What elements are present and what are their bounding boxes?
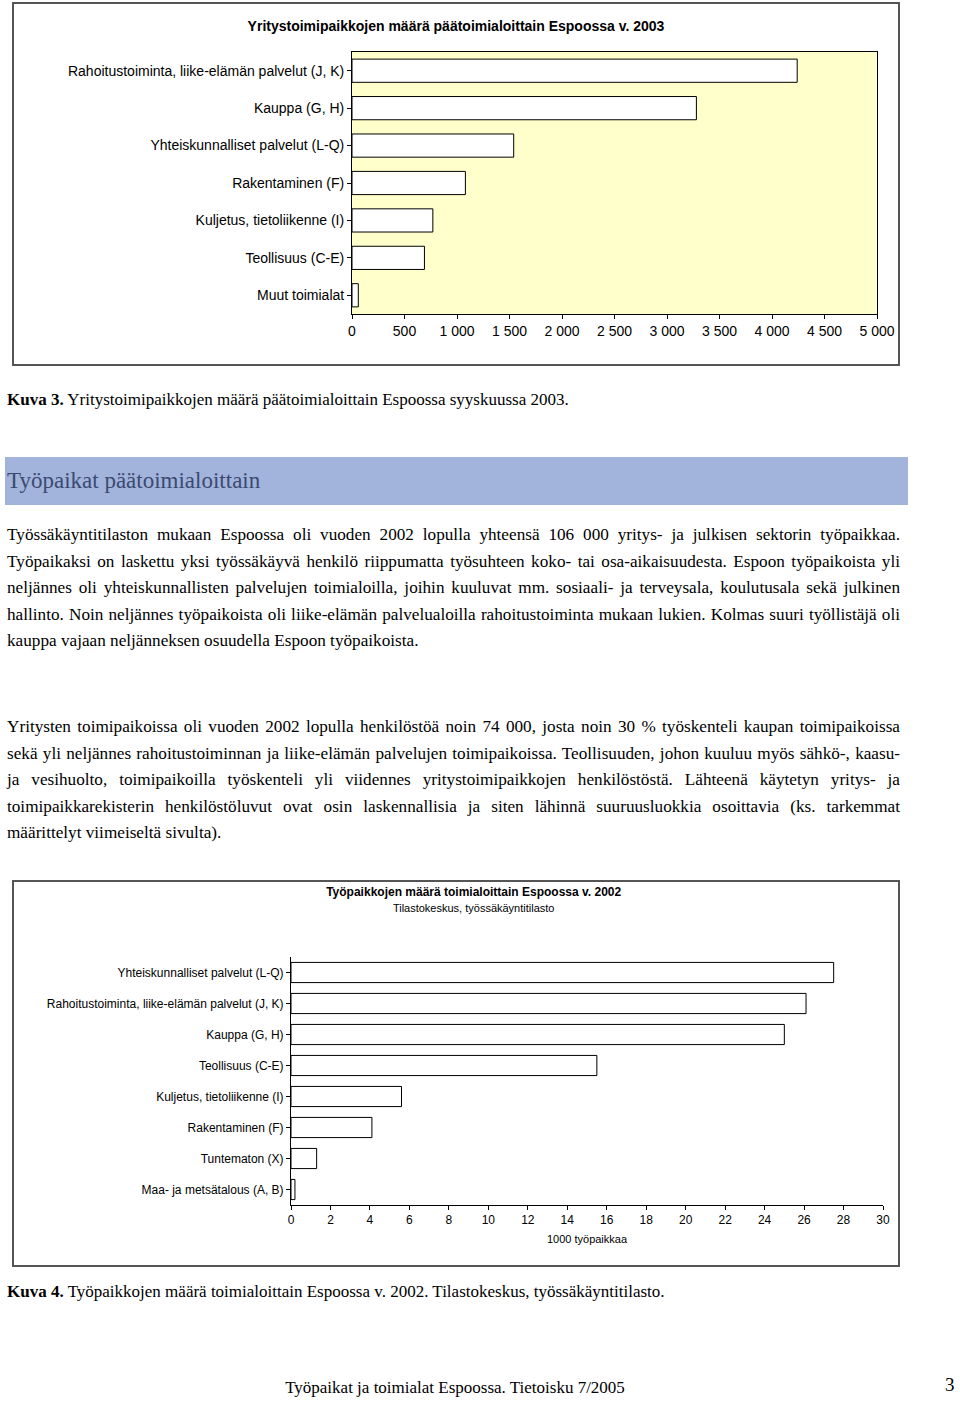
svg-text:1 000: 1 000 — [439, 323, 474, 339]
svg-text:28: 28 — [837, 1213, 851, 1227]
svg-text:1000 työpaikkaa: 1000 työpaikkaa — [547, 1233, 628, 1245]
svg-text:Rakentaminen (F): Rakentaminen (F) — [232, 175, 344, 191]
svg-text:Kuljetus, tietoliikenne (I): Kuljetus, tietoliikenne (I) — [196, 212, 345, 228]
svg-text:Yhteiskunnalliset palvelut (L-: Yhteiskunnalliset palvelut (L-Q) — [118, 966, 284, 980]
svg-text:Yritystoimipaikkojen määrä pää: Yritystoimipaikkojen määrä päätoimialoit… — [248, 18, 665, 34]
svg-text:22: 22 — [718, 1213, 732, 1227]
svg-text:3 500: 3 500 — [702, 323, 737, 339]
svg-text:Yhteiskunnalliset palvelut (L-: Yhteiskunnalliset palvelut (L-Q) — [150, 137, 344, 153]
html-text:Työssäkäyntitilaston mukaan Es: Työssäkäyntitilaston mukaan Espoossa oli… — [7, 525, 900, 650]
svg-text:Kauppa (G, H): Kauppa (G, H) — [254, 100, 344, 116]
svg-text:20: 20 — [679, 1213, 693, 1227]
html-text:Yritysten toimipaikoissa oli v: Yritysten toimipaikoissa oli vuoden 2002… — [7, 717, 900, 842]
svg-text:24: 24 — [758, 1213, 772, 1227]
svg-text:1 500: 1 500 — [492, 323, 527, 339]
svg-text:8: 8 — [446, 1213, 453, 1227]
html-text:Työpaikat päätoimialoittain: Työpaikat päätoimialoittain — [7, 468, 261, 493]
svg-text:Maa- ja metsätalous (A, B): Maa- ja metsätalous (A, B) — [142, 1183, 284, 1197]
svg-text:14: 14 — [561, 1213, 575, 1227]
svg-text:30: 30 — [876, 1213, 890, 1227]
svg-text:Teollisuus (C-E): Teollisuus (C-E) — [199, 1059, 284, 1073]
html-text:Kuva 3. Yritystoimipaikkojen m: Kuva 3. Yritystoimipaikkojen määrä pääto… — [7, 390, 569, 409]
svg-text:0: 0 — [288, 1213, 295, 1227]
svg-text:2 500: 2 500 — [597, 323, 632, 339]
svg-text:Tuntematon (X): Tuntematon (X) — [201, 1152, 284, 1166]
svg-text:4: 4 — [367, 1213, 374, 1227]
svg-text:4 000: 4 000 — [754, 323, 789, 339]
svg-text:Rakentaminen (F): Rakentaminen (F) — [188, 1121, 284, 1135]
svg-text:Työpaikkojen määrä toimialoitt: Työpaikkojen määrä toimialoittain Espoos… — [326, 885, 621, 914]
html-text:Työpaikat ja toimialat Espooss: Työpaikat ja toimialat Espoossa. Tietois… — [285, 1378, 625, 1397]
svg-text:12: 12 — [521, 1213, 535, 1227]
svg-text:Kauppa (G, H): Kauppa (G, H) — [206, 1028, 283, 1042]
svg-text:0: 0 — [348, 323, 356, 339]
svg-text:16: 16 — [600, 1213, 614, 1227]
svg-text:Rahoitustoiminta, liike-elämän: Rahoitustoiminta, liike-elämän palvelut … — [47, 997, 284, 1011]
svg-text:Rahoitustoiminta, liike-elämän: Rahoitustoiminta, liike-elämän palvelut … — [68, 63, 344, 79]
svg-text:Teollisuus (C-E): Teollisuus (C-E) — [245, 250, 344, 266]
svg-text:Kuljetus, tietoliikenne (I): Kuljetus, tietoliikenne (I) — [156, 1090, 283, 1104]
html-text:Kuva 4. Työpaikkojen määrä toi: Kuva 4. Työpaikkojen määrä toimialoittai… — [7, 1282, 665, 1301]
svg-text:10: 10 — [482, 1213, 496, 1227]
svg-text:500: 500 — [393, 323, 417, 339]
html-text:3: 3 — [945, 1374, 955, 1395]
svg-text:6: 6 — [406, 1213, 413, 1227]
svg-text:Muut toimialat: Muut toimialat — [257, 287, 344, 303]
svg-text:3 000: 3 000 — [649, 323, 684, 339]
svg-text:26: 26 — [797, 1213, 811, 1227]
svg-text:2 000: 2 000 — [544, 323, 579, 339]
svg-text:5 000: 5 000 — [859, 323, 894, 339]
svg-text:18: 18 — [640, 1213, 654, 1227]
svg-text:4 500: 4 500 — [807, 323, 842, 339]
svg-text:2: 2 — [327, 1213, 334, 1227]
